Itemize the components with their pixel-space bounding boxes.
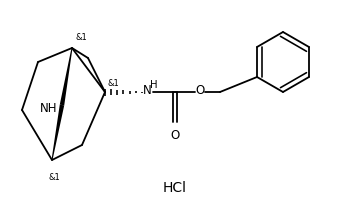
Polygon shape (51, 105, 64, 160)
Text: NH: NH (40, 102, 58, 116)
Text: &1: &1 (48, 173, 60, 182)
Text: &1: &1 (75, 33, 87, 42)
Polygon shape (60, 48, 72, 105)
Text: HCl: HCl (163, 181, 187, 195)
Text: O: O (195, 84, 205, 97)
Text: N: N (142, 84, 151, 97)
Text: H: H (150, 80, 158, 90)
Text: &1: &1 (108, 79, 120, 88)
Text: O: O (170, 129, 180, 142)
